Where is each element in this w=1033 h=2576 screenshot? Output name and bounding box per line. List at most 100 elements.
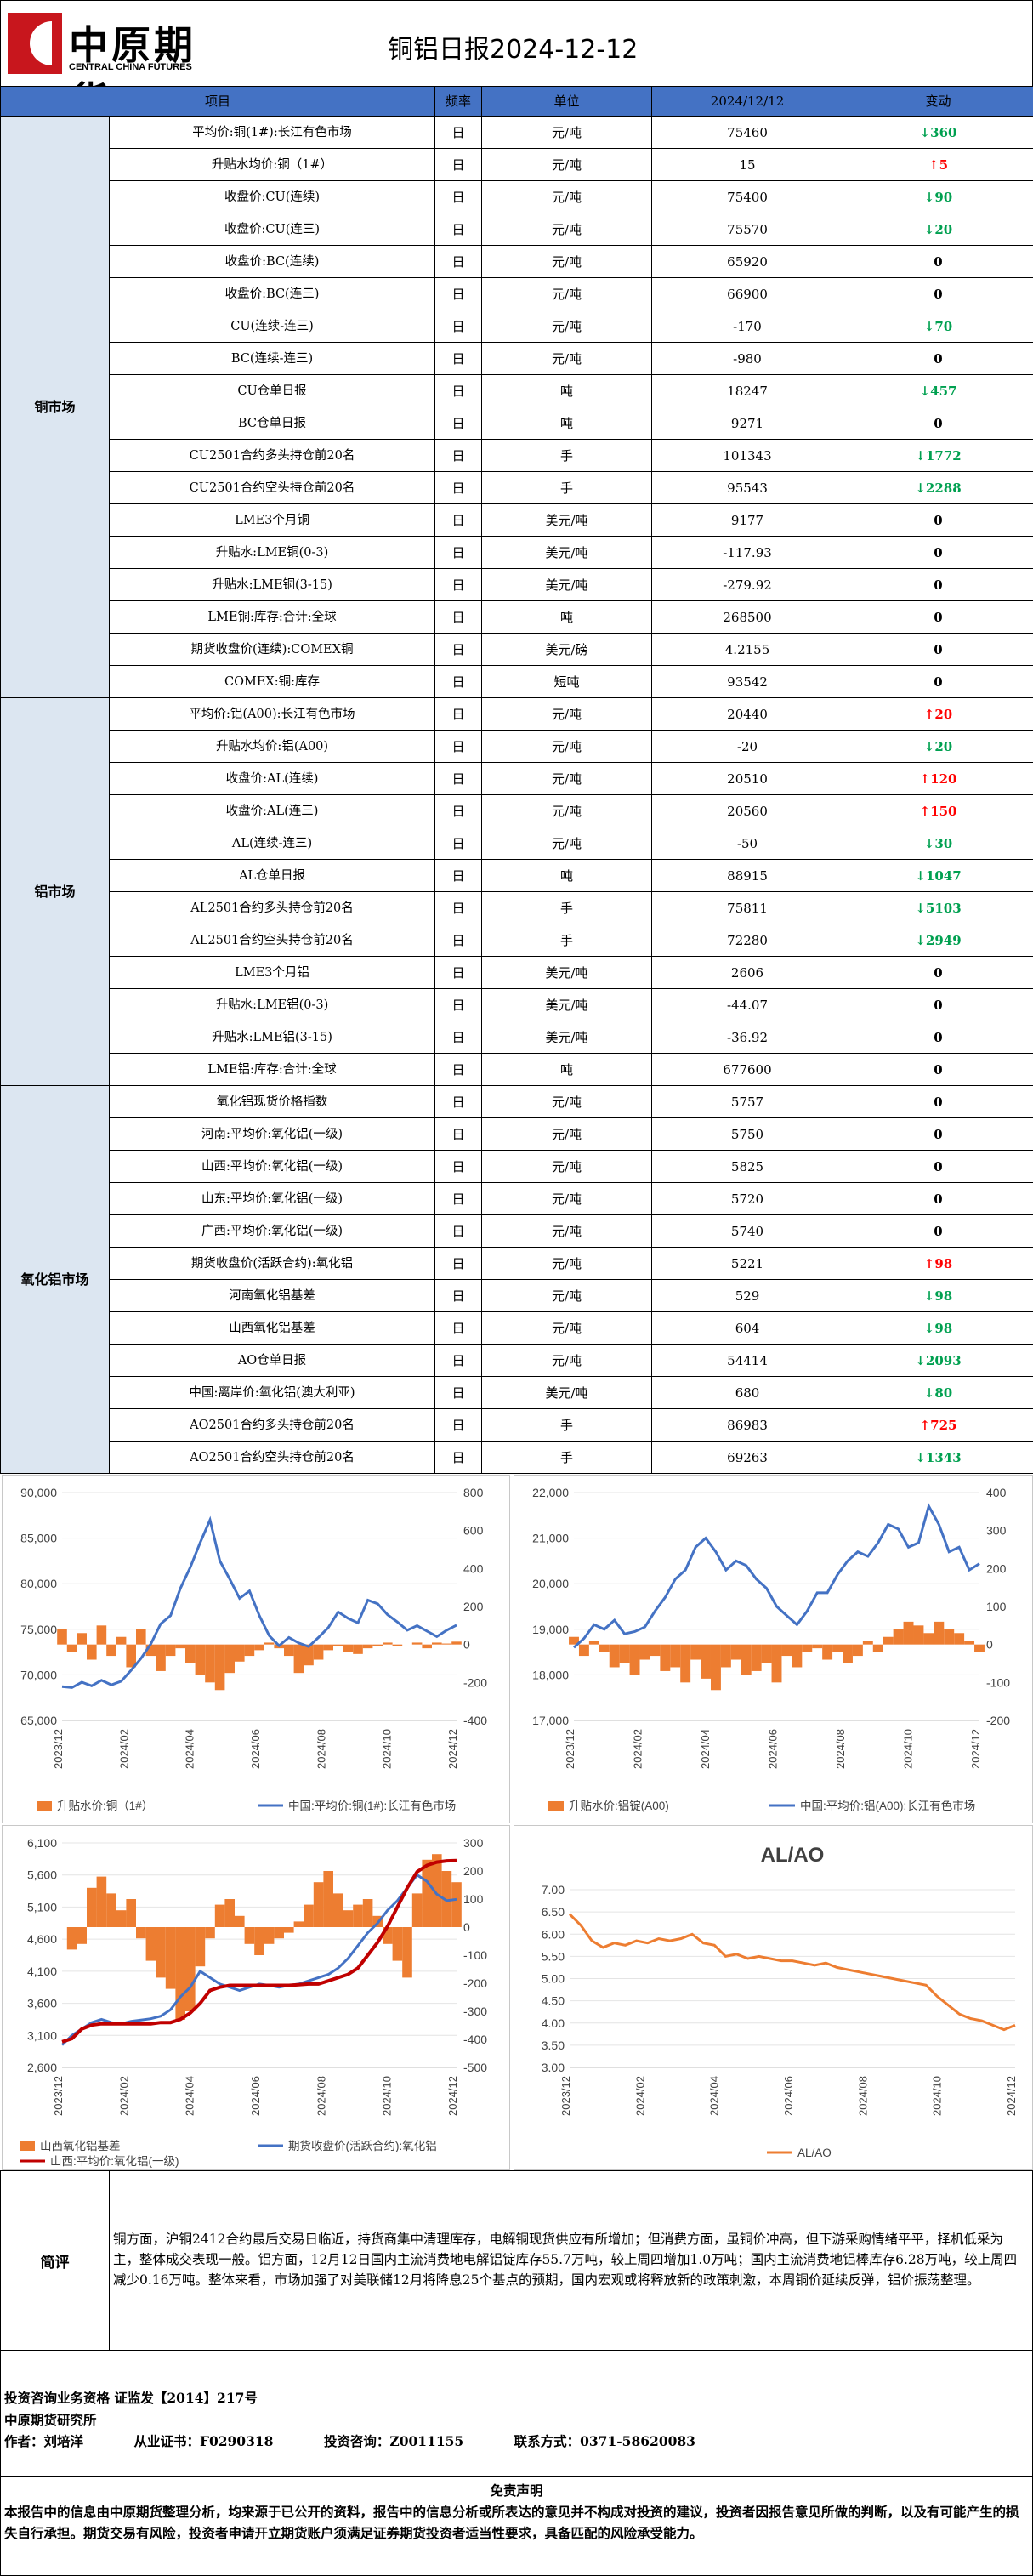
- change-value: 2093: [926, 1353, 962, 1368]
- x-tick-label: 2024/06: [767, 1729, 780, 1769]
- x-tick-label: 2024/08: [856, 2076, 869, 2116]
- table-row: CU(连续-连三)日元/吨-170↓70: [1, 310, 1033, 343]
- legend-swatch: [20, 2141, 35, 2151]
- freq-cell: 日: [435, 343, 482, 375]
- x-tick-label: 2024/04: [184, 2076, 196, 2116]
- freq-cell: 日: [435, 1118, 482, 1151]
- freq-cell: 日: [435, 860, 482, 892]
- basis-bar: [343, 1910, 354, 1927]
- freq-cell: 日: [435, 1215, 482, 1248]
- basis-bar: [451, 1641, 462, 1644]
- change-value: 1772: [926, 448, 962, 463]
- unit-cell: 元/吨: [482, 310, 652, 343]
- change-cell: ↓98: [843, 1280, 1033, 1312]
- y2-tick-label: 200: [463, 1864, 484, 1878]
- logo-english-name: CENTRAL CHINA FUTURES: [69, 62, 192, 72]
- y2-tick-label: 600: [463, 1524, 484, 1538]
- basis-bar: [235, 1645, 245, 1662]
- basis-bar: [904, 1622, 914, 1645]
- basis-bar: [304, 1905, 314, 1927]
- item-cell: 收盘价:CU(连三): [110, 213, 435, 246]
- unit-cell: 手: [482, 1442, 652, 1474]
- basis-bar: [402, 1927, 412, 1977]
- freq-cell: 日: [435, 407, 482, 440]
- basis-bar: [245, 1645, 255, 1656]
- unit-cell: 手: [482, 472, 652, 504]
- unit-cell: 元/吨: [482, 1248, 652, 1280]
- unit-cell: 美元/吨: [482, 569, 652, 601]
- arrow-down-icon: ↓: [924, 739, 935, 754]
- y-tick-label: 4.00: [542, 2016, 565, 2030]
- value-cell: 93542: [652, 666, 843, 698]
- value-cell: 20560: [652, 795, 843, 827]
- report-header: 中原期货 CENTRAL CHINA FUTURES 铜铝日报2024-12-1…: [0, 0, 1033, 87]
- freq-cell: 日: [435, 795, 482, 827]
- x-tick-label: 2024/10: [381, 2076, 394, 2116]
- value-cell: 5750: [652, 1118, 843, 1151]
- change-value: 360: [930, 125, 956, 140]
- change-cell: 0: [843, 957, 1033, 989]
- change-value: 0: [934, 1224, 942, 1239]
- unit-cell: 元/吨: [482, 795, 652, 827]
- y2-tick-label: 800: [463, 1486, 484, 1499]
- item-cell: 升贴水均价:铜（1#）: [110, 149, 435, 181]
- author-name: 刘培洋: [44, 2433, 84, 2449]
- unit-cell: 元/吨: [482, 731, 652, 763]
- value-cell: 75460: [652, 117, 843, 149]
- basis-bar: [422, 1645, 432, 1648]
- unit-cell: 吨: [482, 375, 652, 407]
- data-table: 项目 频率 单位 2024/12/12 变动 铜市场平均价:铜(1#):长江有色…: [0, 86, 1033, 1474]
- basis-bar: [205, 1927, 215, 1938]
- unit-cell: 元/吨: [482, 763, 652, 795]
- unit-cell: 元/吨: [482, 181, 652, 213]
- freq-cell: 日: [435, 989, 482, 1021]
- legend-swatch: [37, 1801, 52, 1811]
- unit-cell: 元/吨: [482, 1280, 652, 1312]
- change-value: 120: [930, 771, 956, 787]
- freq-cell: 日: [435, 117, 482, 149]
- change-cell: ↑5: [843, 149, 1033, 181]
- basis-bar: [383, 1642, 393, 1644]
- item-cell: LME铝:库存:合计:全球: [110, 1054, 435, 1086]
- basis-bar: [944, 1629, 954, 1645]
- change-cell: 0: [843, 1183, 1033, 1215]
- y-tick-label: 75,000: [20, 1623, 57, 1636]
- change-value: 20: [934, 222, 952, 237]
- unit-cell: 元/吨: [482, 1086, 652, 1118]
- basis-bar: [254, 1645, 264, 1651]
- basis-bar: [393, 1645, 403, 1646]
- y2-tick-label: -300: [463, 2005, 487, 2018]
- item-cell: 收盘价:BC(连续): [110, 246, 435, 278]
- change-value: 0: [934, 513, 942, 528]
- change-cell: ↓2288: [843, 472, 1033, 504]
- value-cell: 69263: [652, 1442, 843, 1474]
- chart-svg: 17,00018,00019,00020,00021,00022,000-200…: [514, 1476, 1032, 1823]
- y2-tick-label: -100: [986, 1675, 1010, 1689]
- basis-bar: [196, 1927, 206, 1966]
- change-value: 0: [934, 351, 942, 367]
- arrow-down-icon: ↓: [915, 901, 926, 916]
- change-value: 0: [934, 998, 942, 1013]
- qualification-line: 投资咨询业务资格 证监发【2014】217号: [4, 2388, 258, 2407]
- y2-tick-label: 0: [463, 1920, 470, 1934]
- y-tick-label: 7.00: [542, 1883, 565, 1896]
- arrow-down-icon: ↓: [924, 836, 935, 851]
- item-cell: 期货收盘价(活跃合约):氧化铝: [110, 1248, 435, 1280]
- y2-tick-label: -200: [463, 1976, 487, 1990]
- basis-bar: [630, 1645, 640, 1675]
- unit-cell: 元/吨: [482, 343, 652, 375]
- disclaimer: 免责声明 本报告中的信息由中原期货整理分析，均来源于已公开的资料，报告中的信息分…: [0, 2476, 1033, 2576]
- basis-bar: [954, 1633, 964, 1644]
- author-label: 作者：: [4, 2433, 44, 2449]
- freq-cell: 日: [435, 310, 482, 343]
- change-cell: ↓98: [843, 1312, 1033, 1345]
- y-tick-label: 22,000: [532, 1486, 569, 1499]
